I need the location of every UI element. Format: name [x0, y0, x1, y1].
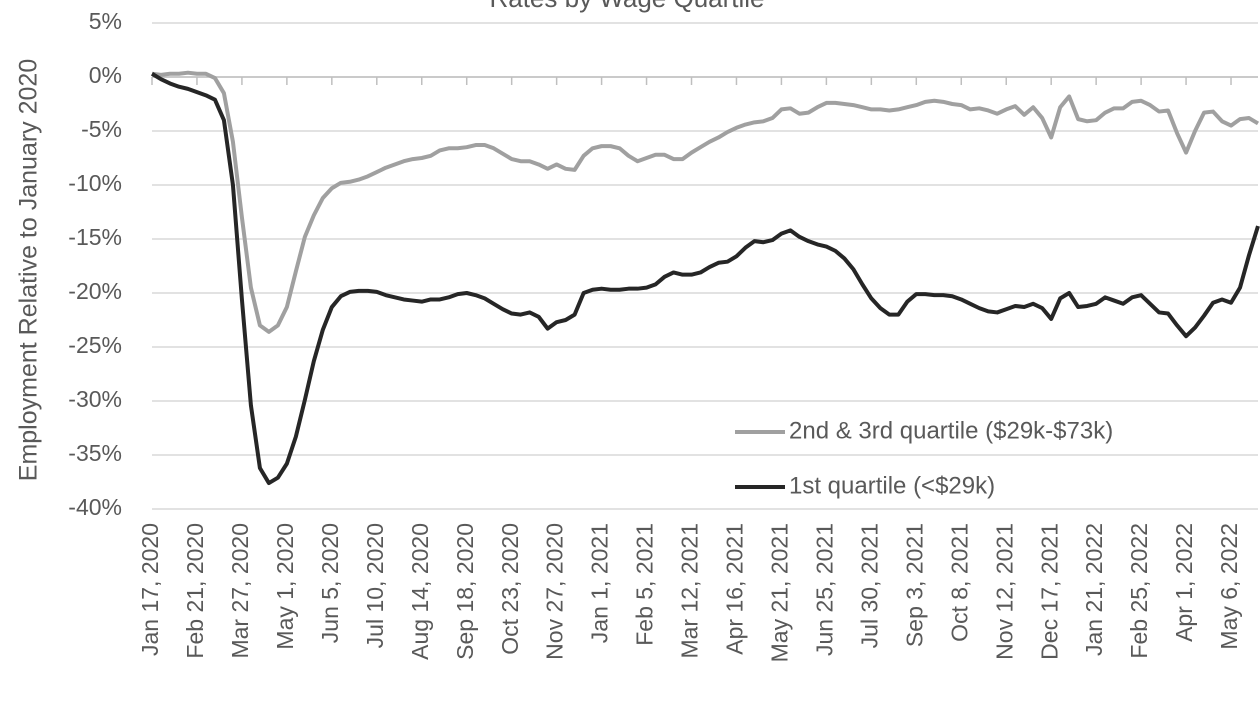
x-tick-label: Jun 5, 2020 [317, 523, 343, 643]
y-tick-label: 0% [89, 62, 122, 88]
x-tick-label: Sep 18, 2020 [452, 523, 478, 660]
x-tick-label: Apr 1, 2022 [1171, 523, 1197, 642]
x-tick-label: Nov 12, 2021 [991, 523, 1017, 660]
y-tick-label: -25% [68, 332, 122, 358]
x-tick-label: Oct 23, 2020 [497, 523, 523, 655]
x-tick-label: Jul 30, 2021 [856, 523, 882, 648]
x-tick-label: May 1, 2020 [272, 523, 298, 650]
x-tick-label: Jan 21, 2022 [1081, 523, 1107, 656]
legend-label: 1st quartile (<$29k) [789, 472, 995, 499]
x-tick-label: May 21, 2021 [767, 523, 793, 662]
x-tick-label: Mar 27, 2020 [227, 523, 253, 659]
x-tick-label: Jan 1, 2021 [587, 523, 613, 643]
x-tick-label: Sep 3, 2021 [901, 523, 927, 647]
x-tick-label: May 6, 2022 [1216, 523, 1242, 650]
x-tick-label: Jul 10, 2020 [362, 523, 388, 648]
x-tick-label: Aug 14, 2020 [407, 523, 433, 660]
y-tick-label: 5% [89, 8, 122, 34]
y-tick-label: -40% [68, 494, 122, 520]
x-tick-label: Jan 17, 2020 [137, 523, 163, 656]
x-tick-label: Dec 17, 2021 [1036, 523, 1062, 660]
x-tick-label: Feb 5, 2021 [632, 523, 658, 646]
y-axis-label: Employment Relative to January 2020 [15, 59, 43, 481]
series-line [151, 70, 1260, 334]
y-tick-label: -5% [81, 116, 122, 142]
y-tick-label: -30% [68, 386, 122, 412]
x-tick-label: Nov 27, 2020 [542, 523, 568, 660]
legend-label: 2nd & 3rd quartile ($29k-$73k) [789, 417, 1113, 444]
chart-title: Rates by Wage Quartile [489, 0, 764, 13]
y-tick-label: -15% [68, 224, 122, 250]
x-tick-label: Feb 25, 2022 [1126, 523, 1152, 659]
x-tick-label: Apr 16, 2021 [722, 523, 748, 655]
x-tick-label: Feb 21, 2020 [182, 523, 208, 659]
y-tick-label: -20% [68, 278, 122, 304]
x-tick-label: Mar 12, 2021 [677, 523, 703, 659]
y-tick-label: -10% [68, 170, 122, 196]
x-tick-label: Jun 25, 2021 [811, 523, 837, 656]
x-tick-label: Oct 8, 2021 [946, 523, 972, 642]
series-line [150, 72, 1260, 486]
y-tick-label: -35% [68, 440, 122, 466]
